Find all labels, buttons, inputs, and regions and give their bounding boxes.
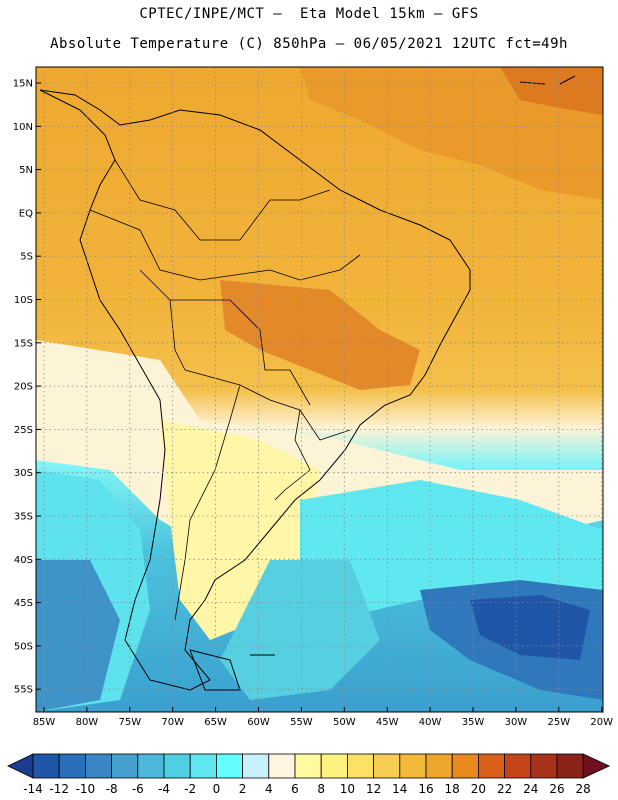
lat-tick-label: 15N [13, 79, 33, 90]
colorbar-swatch [451, 753, 479, 779]
lon-tick-label: 70W [161, 717, 184, 728]
lon-tick-label: 40W [419, 717, 442, 728]
lat-tick-label: 55S [14, 685, 33, 696]
colorbar-swatch [137, 753, 165, 779]
colorbar-swatch [373, 753, 401, 779]
lon-tick-label: 20W [590, 717, 613, 728]
colorbar-left-arrow [7, 753, 34, 779]
lat-tick-label: 50S [14, 641, 33, 652]
lat-tick-label: 30S [14, 468, 33, 479]
colorbar-label: 28 [576, 782, 591, 796]
colorbar-label: 0 [213, 782, 221, 796]
colorbar-label: -2 [184, 782, 196, 796]
lat-tick-label: 5S [20, 252, 33, 263]
colorbar-swatch [32, 753, 60, 779]
latitude-labels: 15N 10N 5N EQ 5S 10S 15S 20S 25S 30S 35S 40S 45S 50S 5… [13, 79, 41, 696]
colorbar-swatch [320, 753, 348, 779]
colorbar-swatch [58, 753, 86, 779]
lat-lon-grid [36, 67, 603, 712]
colorbar-label: 26 [549, 782, 564, 796]
colorbar: -14 -12 -10 -8 -6 -4 -2 0 2 4 6 8 10 12 14 16 18 20 22 24 26… [7, 753, 611, 796]
lat-tick-label: 5N [19, 165, 33, 176]
lon-tick-label: 75W [118, 717, 141, 728]
lon-tick-label: 55W [290, 717, 313, 728]
lon-tick-label: 50W [333, 717, 356, 728]
colorbar-label: -8 [106, 782, 118, 796]
colorbar-swatch [556, 753, 584, 779]
colorbar-swatch [85, 753, 113, 779]
colorbar-swatch [530, 753, 558, 779]
lon-tick-label: 85W [33, 717, 56, 728]
colorbar-label: 20 [471, 782, 486, 796]
lat-tick-label: 15S [14, 338, 33, 349]
colorbar-label: -10 [76, 782, 96, 796]
colorbar-label: 22 [497, 782, 512, 796]
lat-tick-label: EQ [19, 208, 33, 219]
map-frame [35, 66, 604, 713]
colorbar-label: -4 [158, 782, 170, 796]
colorbar-label: 2 [239, 782, 247, 796]
lat-tick-label: 35S [14, 512, 33, 523]
colorbar-swatch [477, 753, 505, 779]
border-layer [89, 159, 361, 621]
lon-tick-label: 45W [376, 717, 399, 728]
colorbar-swatch [268, 753, 296, 779]
colorbar-swatch [215, 753, 243, 779]
lon-tick-label: 60W [247, 717, 270, 728]
colorbar-right-arrow [582, 753, 611, 779]
colorbar-label: -12 [49, 782, 69, 796]
colorbar-label: 12 [366, 782, 381, 796]
lat-tick-label: 40S [14, 555, 33, 566]
colorbar-swatch [294, 753, 322, 779]
lat-tick-label: 25S [14, 425, 33, 436]
colorbar-swatch [399, 753, 427, 779]
colorbar-label: 16 [418, 782, 433, 796]
temperature-field [36, 67, 603, 712]
colorbar-swatch [504, 753, 532, 779]
lon-tick-label: 30W [505, 717, 528, 728]
lat-tick-label: 10N [13, 122, 33, 133]
title-line-2: Absolute Temperature (C) 850hPa – 06/05/… [50, 36, 568, 52]
colorbar-swatch [111, 753, 139, 779]
colorbar-swatch [242, 753, 270, 779]
lat-tick-label: 20S [14, 382, 33, 393]
colorbar-label: 18 [445, 782, 460, 796]
colorbar-label: -14 [23, 782, 43, 796]
lon-tick-label: 80W [76, 717, 99, 728]
coastline-layer [39, 75, 576, 691]
lat-tick-label: 10S [14, 295, 33, 306]
colorbar-swatch [425, 753, 453, 779]
colorbar-label: 6 [291, 782, 299, 796]
lat-tick-label: 45S [14, 598, 33, 609]
colorbar-label: 10 [340, 782, 355, 796]
longitude-labels: 85W 80W 75W 70W 65W 60W 55W 50W 45W 40W 35W 30W 25W 2… [33, 707, 613, 728]
colorbar-swatch [163, 753, 191, 779]
colorbar-label: 14 [392, 782, 407, 796]
title-line-1: CPTEC/INPE/MCT – Eta Model 15km – GFS [139, 6, 479, 22]
colorbar-label: 4 [265, 782, 273, 796]
colorbar-swatch [189, 753, 217, 779]
lon-tick-label: 25W [547, 717, 570, 728]
lon-tick-label: 65W [204, 717, 227, 728]
colorbar-swatch [346, 753, 374, 779]
colorbar-label: 24 [523, 782, 538, 796]
colorbar-label: 8 [317, 782, 325, 796]
colorbar-label: -6 [132, 782, 144, 796]
lon-tick-label: 35W [462, 717, 485, 728]
